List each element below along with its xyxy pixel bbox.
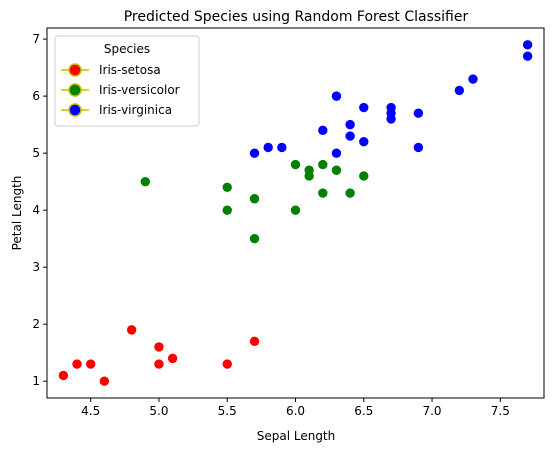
point-iris-setosa [222, 359, 232, 369]
x-tick-label: 6.5 [354, 404, 373, 418]
point-iris-virginica [277, 142, 287, 153]
y-axis: 1 2 3 4 5 6 7 [32, 32, 47, 388]
legend-entries: Iris-setosa Iris-versicolor Iris-virginica [61, 63, 180, 117]
legend-label: Iris-virginica [99, 103, 172, 117]
point-iris-versicolor [359, 171, 369, 181]
point-iris-virginica [359, 102, 369, 113]
point-iris-versicolor [222, 205, 232, 215]
y-tick-label: 4 [32, 203, 40, 217]
point-iris-setosa [126, 325, 137, 335]
point-iris-virginica [468, 74, 478, 84]
point-iris-virginica [359, 137, 369, 147]
legend: Species Iris-setosa Iris-versicolor Iris-v… [54, 35, 200, 127]
legend-entry-iris-virginica: Iris-virginica [61, 103, 172, 117]
legend-entry-iris-setosa: Iris-setosa [61, 63, 161, 77]
point-iris-versicolor [249, 233, 260, 244]
y-tick-label: 7 [32, 32, 40, 46]
y-axis-label: Petal Length [10, 176, 24, 251]
data-points [58, 40, 533, 386]
point-iris-versicolor [331, 165, 342, 175]
point-iris-setosa [58, 370, 69, 381]
x-tick-label: 7.5 [491, 404, 510, 418]
point-iris-versicolor [249, 194, 260, 204]
x-axis-label: Sepal Length [257, 429, 336, 443]
point-iris-versicolor [222, 182, 232, 193]
point-iris-virginica [318, 125, 328, 136]
point-iris-versicolor [304, 171, 314, 181]
y-tick-label: 5 [32, 146, 40, 160]
point-iris-virginica [263, 142, 273, 153]
point-iris-virginica [522, 40, 533, 50]
legend-label: Iris-versicolor [99, 83, 180, 97]
point-iris-virginica [331, 91, 342, 101]
point-iris-setosa [72, 359, 82, 369]
plot-area: 4.5 5.0 5.5 6.0 6.5 7.0 7.5 1 2 3 4 5 6 7 [32, 27, 545, 418]
y-tick-label: 2 [32, 317, 40, 331]
point-iris-virginica [249, 148, 260, 158]
x-tick-label: 6.0 [286, 404, 305, 418]
chart-title: Predicted Species using Random Forest Cl… [124, 9, 469, 25]
legend-entry-iris-versicolor: Iris-versicolor [61, 83, 180, 97]
point-iris-setosa [154, 342, 164, 352]
y-tick-label: 1 [32, 374, 40, 388]
point-iris-virginica [345, 131, 355, 141]
x-tick-label: 5.5 [218, 404, 237, 418]
legend-marker [68, 103, 82, 117]
point-iris-virginica [386, 114, 396, 124]
point-iris-virginica [413, 142, 424, 153]
legend-label: Iris-setosa [99, 63, 161, 77]
legend-title: Species [104, 42, 150, 56]
point-iris-versicolor [345, 188, 355, 198]
point-iris-virginica [522, 51, 533, 61]
point-iris-setosa [167, 353, 178, 364]
point-iris-virginica [454, 85, 465, 96]
point-iris-setosa [99, 376, 110, 386]
y-tick-label: 6 [32, 89, 40, 103]
point-iris-versicolor [318, 188, 328, 198]
legend-marker [68, 83, 82, 97]
point-iris-virginica [413, 108, 424, 118]
x-tick-label: 7.0 [422, 404, 441, 418]
legend-box [54, 35, 200, 127]
point-iris-versicolor [140, 176, 151, 187]
point-iris-setosa [154, 359, 164, 369]
point-iris-versicolor [290, 159, 301, 170]
x-axis: 4.5 5.0 5.5 6.0 6.5 7.0 7.5 [81, 398, 510, 418]
point-iris-virginica [345, 119, 355, 130]
point-iris-setosa [85, 359, 96, 369]
x-tick-label: 5.0 [149, 404, 168, 418]
point-iris-virginica [331, 148, 342, 158]
point-iris-setosa [249, 336, 260, 346]
point-iris-versicolor [318, 159, 328, 170]
point-iris-versicolor [290, 205, 301, 215]
legend-marker [68, 63, 82, 77]
y-tick-label: 3 [32, 260, 40, 274]
x-tick-label: 4.5 [81, 404, 100, 418]
